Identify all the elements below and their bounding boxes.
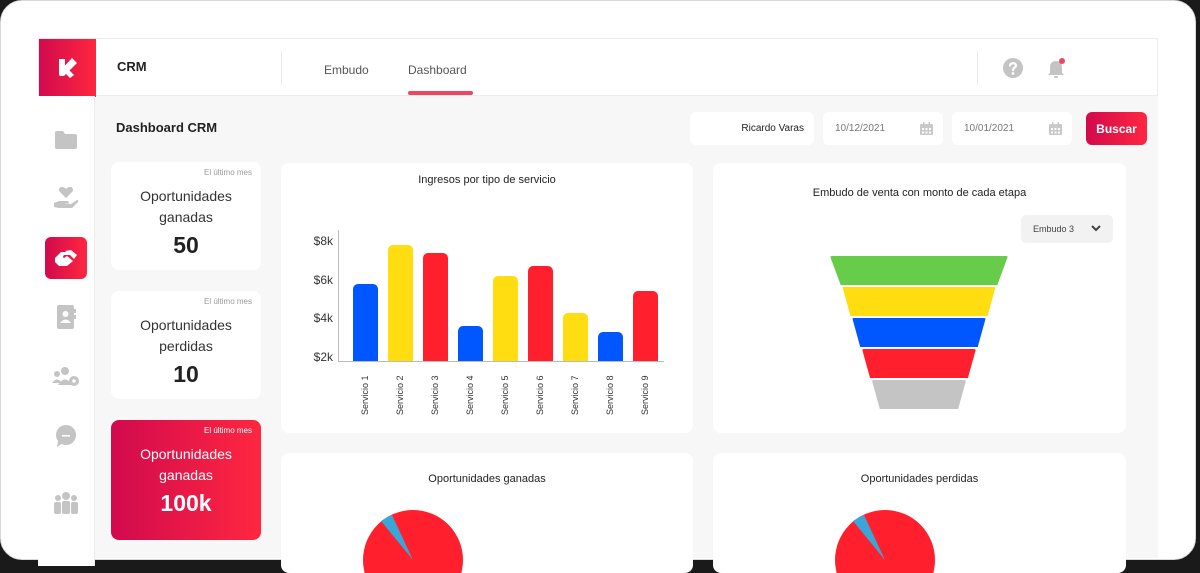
chevron-down-icon	[1091, 225, 1101, 232]
bar-6[interactable]	[528, 266, 553, 361]
kpi-value: 50	[173, 232, 199, 258]
kpi-label-line2: ganadas	[159, 467, 213, 483]
contact-book-icon	[57, 305, 76, 329]
sidebar-item-care[interactable]	[45, 177, 87, 219]
x-tick-label: Servicio 7	[570, 375, 580, 415]
funnel-stage-1[interactable]	[830, 256, 1008, 285]
kpi-label-line1: Oportunidades	[140, 188, 232, 204]
date-from-value: 10/12/2021	[835, 123, 886, 134]
won-opportunities-panel: Oportunidades ganadas	[281, 453, 693, 573]
x-tick-label: Servicio 8	[605, 375, 615, 415]
sidebar-item-messages[interactable]	[45, 415, 87, 457]
bar-9[interactable]	[633, 291, 658, 361]
sidebar-item-deals[interactable]	[45, 237, 87, 279]
funnel-stage-4[interactable]	[862, 349, 976, 378]
user-filter-value: Ricardo Varas	[741, 123, 804, 134]
y-tick-label: $2k	[313, 350, 333, 364]
heart-hand-icon	[54, 187, 79, 208]
kpi-card-won-amount: El último mes Oportunidades ganadas 100k	[111, 420, 261, 540]
won-chart-title: Oportunidades ganadas	[428, 473, 546, 485]
page-title: Dashboard CRM	[116, 120, 218, 135]
kpi-label: Oportunidades perdidas	[111, 315, 261, 357]
kpi-period: El último mes	[203, 297, 252, 306]
chat-bubble-icon	[56, 425, 76, 447]
active-tab-indicator	[408, 91, 473, 95]
lost-pie-chart	[835, 510, 935, 573]
app-title: CRM	[117, 59, 147, 74]
kpi-period: El último mes	[203, 426, 252, 435]
kpi-value: 10	[173, 361, 199, 387]
x-tick-label: Servicio 1	[360, 375, 370, 415]
lost-chart-title: Oportunidades perdidas	[860, 473, 979, 485]
calendar-icon[interactable]	[1049, 122, 1062, 135]
revenue-bar-chart: $8k $6k $4k $2k Servicio 1 Servicio 2 Serv…	[281, 163, 693, 433]
date-to-field[interactable]: 10/01/2021	[952, 112, 1072, 145]
group-icon	[54, 492, 78, 514]
bar-3[interactable]	[423, 252, 448, 361]
calendar-icon[interactable]	[920, 122, 933, 135]
kpi-label-line1: Oportunidades	[140, 446, 232, 462]
kpi-label-line2: perdidas	[159, 338, 213, 354]
top-bar: CRM Embudo Dashboard	[38, 38, 1158, 97]
bar-2[interactable]	[388, 245, 413, 361]
kpi-card-won-count: El último mes Oportunidades ganadas 50	[111, 162, 261, 270]
sidebar-item-contacts[interactable]	[45, 296, 87, 338]
bar-4[interactable]	[458, 326, 483, 361]
sidebar-item-team-settings[interactable]	[45, 356, 87, 398]
divider	[977, 51, 978, 85]
kpi-period: El último mes	[203, 168, 252, 177]
funnel-stage-2[interactable]	[842, 287, 995, 316]
kpi-value: 100k	[160, 490, 212, 516]
revenue-chart-panel: Ingresos por tipo de servicio $8k $6k $4…	[281, 163, 693, 433]
notification-bell-icon[interactable]	[1045, 57, 1067, 79]
handshake-icon	[55, 250, 77, 266]
app-window: CRM Embudo Dashboard	[38, 38, 1158, 573]
x-tick-label: Servicio 3	[430, 375, 440, 415]
sidebar-item-folder[interactable]	[45, 119, 87, 161]
x-tick-label: Servicio 6	[535, 375, 545, 415]
lost-opportunities-panel: Oportunidades perdidas	[713, 453, 1126, 573]
kpi-card-lost-count: El último mes Oportunidades perdidas 10	[111, 291, 261, 399]
date-from-field[interactable]: 10/12/2021	[823, 112, 943, 145]
divider	[281, 51, 282, 85]
search-button[interactable]: Buscar	[1086, 112, 1147, 145]
funnel-stage-3[interactable]	[852, 318, 986, 347]
y-tick-label: $8k	[313, 234, 333, 248]
x-axis	[338, 361, 664, 362]
x-tick-label: Servicio 5	[500, 375, 510, 415]
kpi-label: Oportunidades ganadas	[111, 444, 261, 486]
users-gear-icon	[52, 367, 79, 386]
kpi-label-line1: Oportunidades	[140, 317, 232, 333]
date-to-value: 10/01/2021	[964, 123, 1015, 134]
x-tick-label: Servicio 4	[465, 375, 475, 415]
kpi-label: Oportunidades ganadas	[111, 186, 261, 228]
funnel-stage-5[interactable]	[872, 380, 966, 409]
x-tick-label: Servicio 2	[395, 375, 405, 415]
sidebar-item-groups[interactable]	[45, 482, 87, 524]
bar-8[interactable]	[598, 332, 623, 361]
funnel-chart-panel: Embudo de venta con monto de cada etapa …	[713, 163, 1126, 433]
user-filter-field[interactable]: Ricardo Varas	[690, 112, 814, 145]
k-logo-icon	[58, 58, 77, 78]
bar-5[interactable]	[493, 275, 518, 361]
y-tick-label: $4k	[313, 311, 333, 325]
logo[interactable]	[39, 39, 96, 97]
tab-dashboard[interactable]: Dashboard	[408, 63, 467, 77]
x-tick-label: Servicio 9	[640, 375, 650, 415]
funnel-select-dropdown[interactable]: Embudo 3	[1021, 215, 1113, 243]
bar-1[interactable]	[353, 283, 378, 361]
y-axis	[338, 230, 339, 362]
folder-icon	[55, 131, 77, 149]
revenue-chart-title: Ingresos por tipo de servicio	[418, 174, 556, 186]
won-pie-chart	[363, 510, 463, 573]
kpi-label-line2: ganadas	[159, 209, 213, 225]
notification-dot	[1059, 58, 1065, 64]
tab-embudo[interactable]: Embudo	[324, 63, 369, 77]
funnel-chart-title: Embudo de venta con monto de cada etapa	[812, 187, 1027, 199]
y-tick-label: $6k	[313, 273, 333, 287]
bar-7[interactable]	[563, 312, 588, 361]
funnel-select-value: Embudo 3	[1033, 224, 1075, 234]
help-icon[interactable]	[1002, 57, 1024, 79]
sidebar	[38, 96, 95, 566]
